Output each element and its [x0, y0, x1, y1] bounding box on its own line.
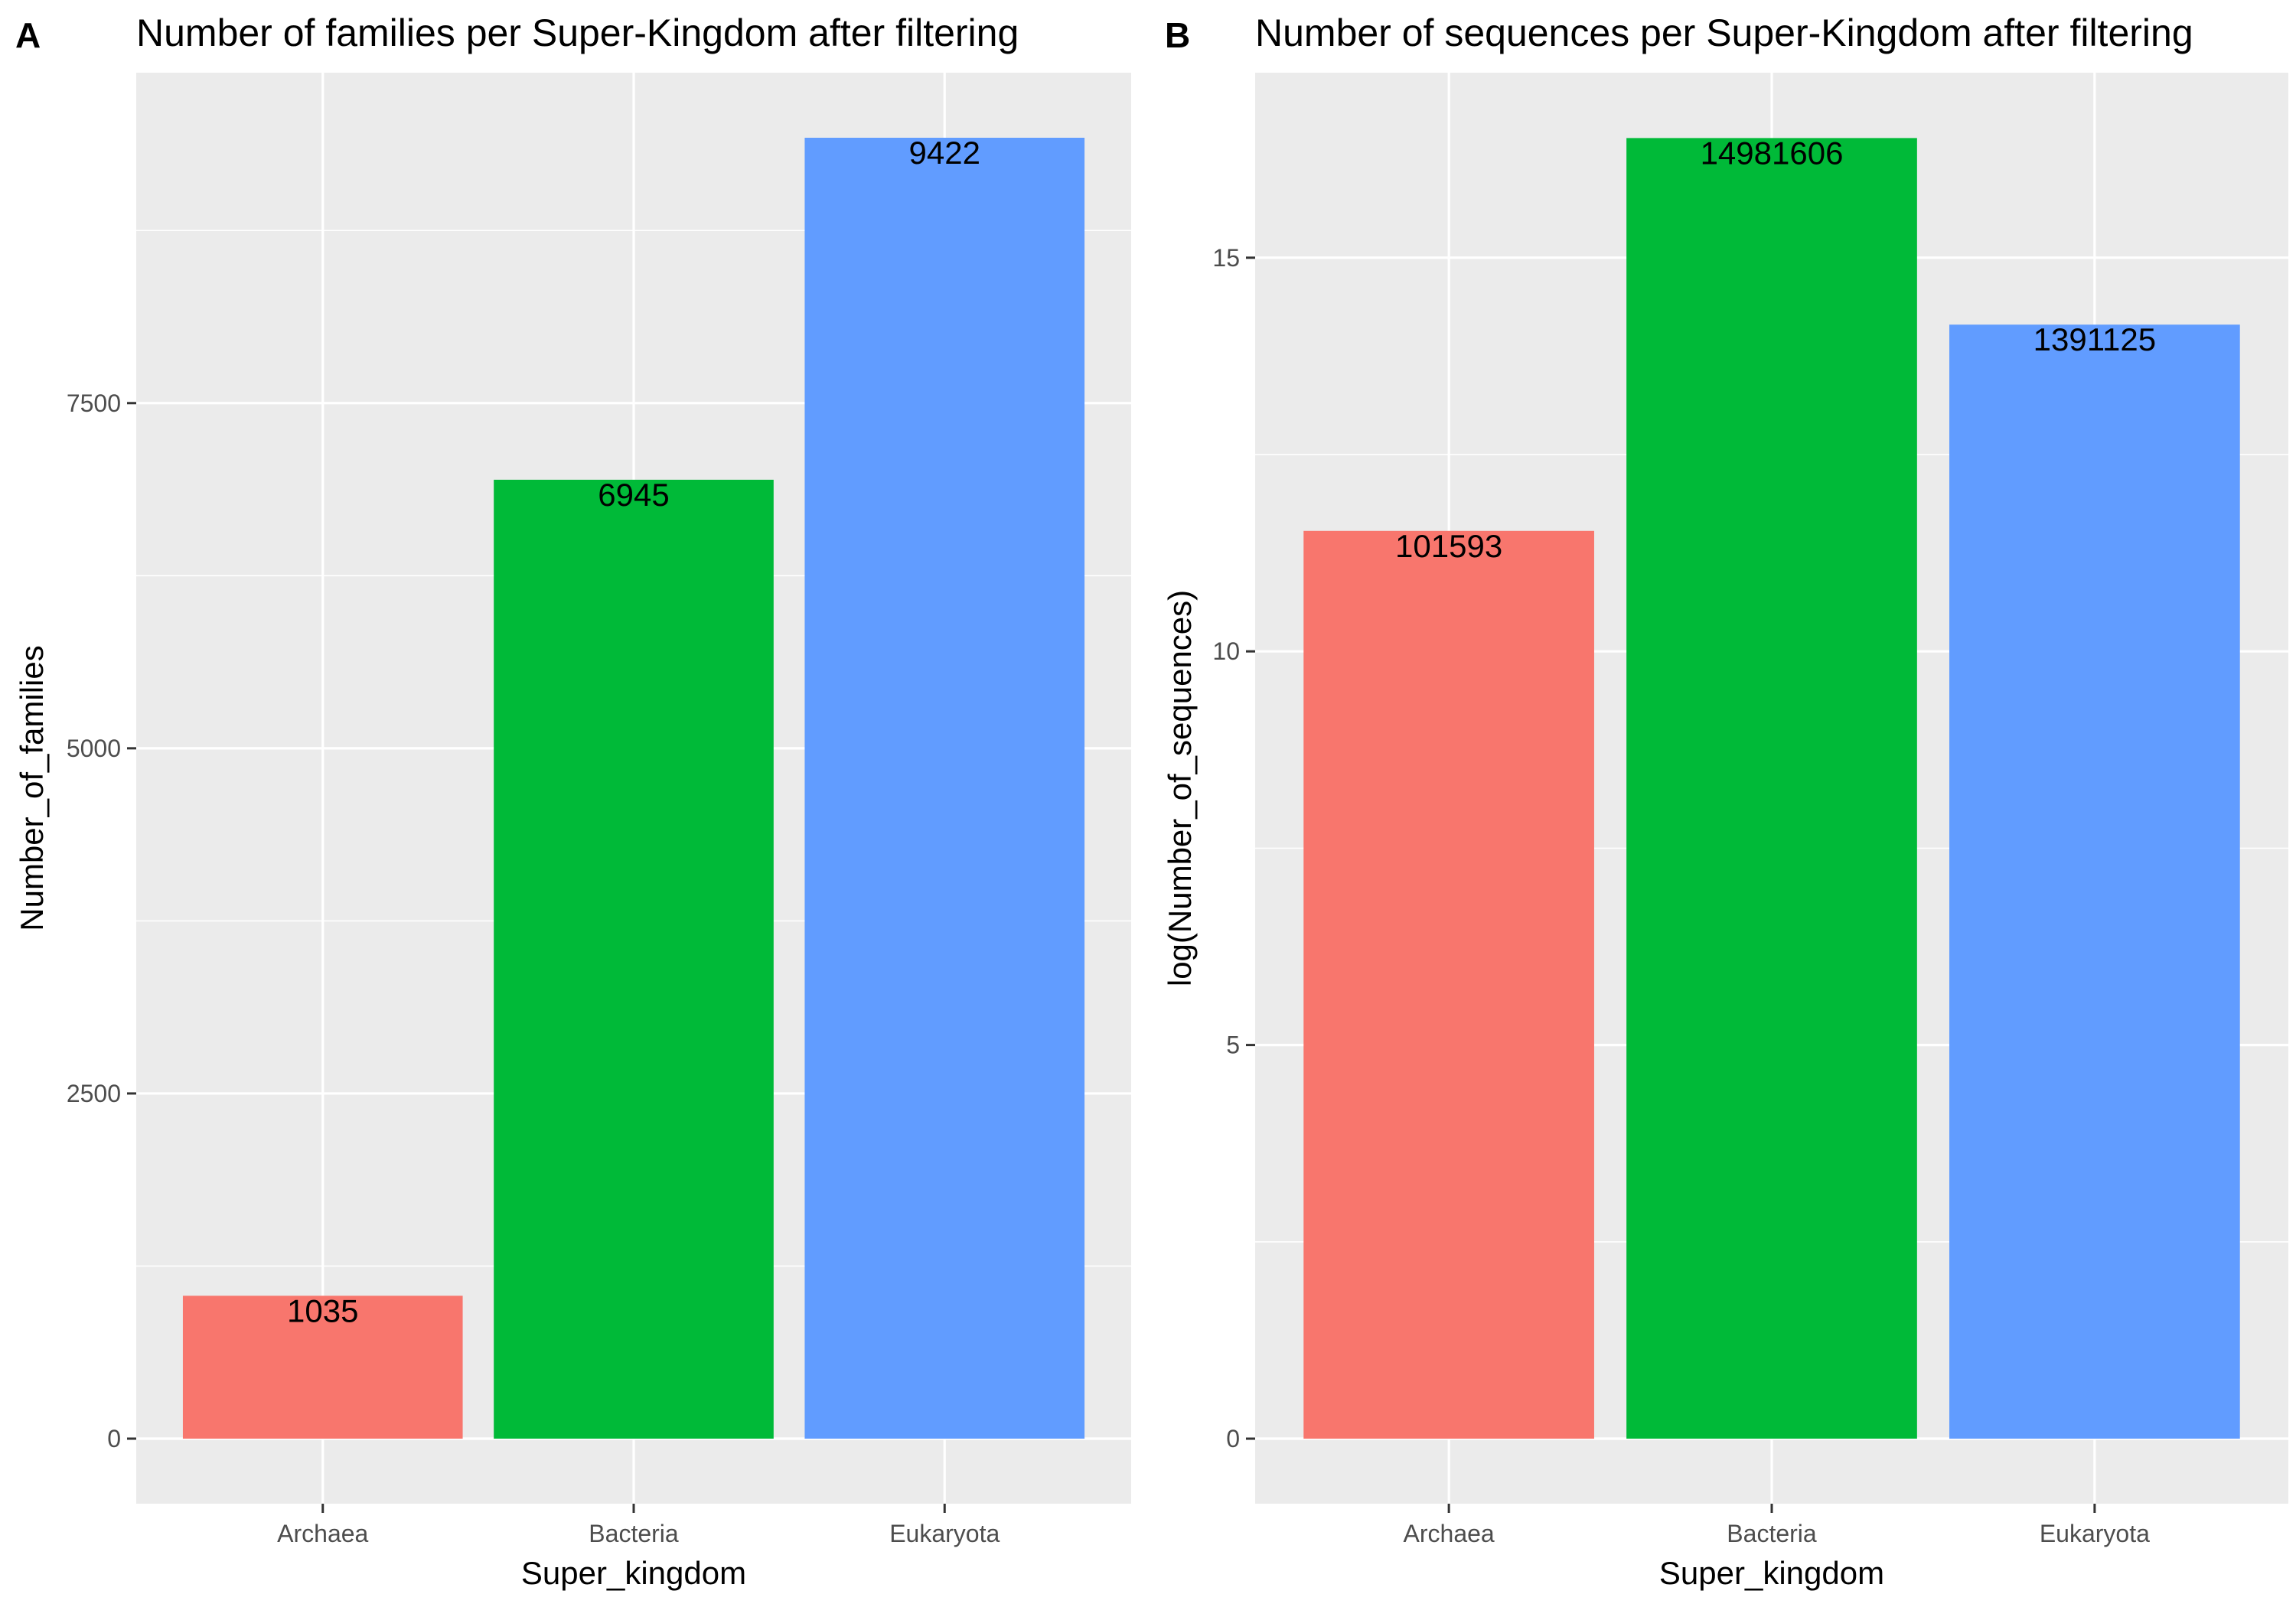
panel-a-y-axis-title: Number_of_families [14, 645, 50, 931]
x-tick-label: Eukaryota [889, 1520, 1000, 1547]
panel-b-data-labels: 101593 14981606 1391125 [1395, 135, 2156, 563]
x-tick-label: Bacteria [1727, 1520, 1817, 1547]
bar-eukaryota [1949, 324, 2240, 1439]
panel-a-bars [182, 138, 1085, 1439]
x-tick-label: Bacteria [589, 1520, 679, 1547]
panel-b-y-ticks: 0 5 10 15 [1212, 244, 1255, 1452]
y-tick-label: 2500 [67, 1080, 121, 1107]
panel-b-y-axis-title: log(Number_of_sequences) [1162, 590, 1198, 986]
y-tick-label: 5 [1226, 1032, 1240, 1059]
y-tick-label: 5000 [67, 735, 121, 762]
panel-a-title: Number of families per Super-Kingdom aft… [136, 11, 1019, 54]
x-tick-label: Archaea [277, 1520, 368, 1547]
panel-a-x-ticks: Archaea Bacteria Eukaryota [277, 1504, 1000, 1547]
panel-a-y-ticks: 0 2500 5000 7500 [67, 390, 136, 1452]
data-label-eukaryota: 9422 [909, 135, 980, 171]
panel-b-x-ticks: Archaea Bacteria Eukaryota [1404, 1504, 2150, 1547]
panel-b-bars [1303, 138, 2240, 1439]
x-tick-label: Archaea [1404, 1520, 1495, 1547]
panel-a-letter: A [15, 15, 41, 55]
y-tick-label: 0 [1226, 1425, 1240, 1452]
panel-b-x-axis-title: Super_kingdom [1659, 1555, 1884, 1591]
panel-b-letter: B [1165, 15, 1190, 55]
y-tick-label: 0 [107, 1425, 121, 1452]
panel-b: B Number of sequences per Super-Kingdom … [1162, 11, 2288, 1591]
data-label-archaea: 101593 [1395, 528, 1502, 564]
panel-a-x-axis-title: Super_kingdom [521, 1555, 746, 1591]
panel-a: A Number of families per Super-Kingdom a… [14, 11, 1131, 1591]
y-tick-label: 7500 [67, 390, 121, 417]
bar-bacteria [494, 479, 774, 1439]
bar-bacteria [1626, 138, 1917, 1439]
panel-a-data-labels: 1035 6945 9422 [287, 135, 980, 1328]
y-tick-label: 10 [1212, 637, 1240, 665]
data-label-bacteria: 14981606 [1701, 135, 1844, 171]
bar-eukaryota [804, 138, 1085, 1439]
panel-b-title: Number of sequences per Super-Kingdom af… [1255, 11, 2193, 54]
bar-archaea [182, 1296, 463, 1439]
x-tick-label: Eukaryota [2040, 1520, 2150, 1547]
data-label-bacteria: 6945 [598, 477, 669, 513]
data-label-eukaryota: 1391125 [2033, 321, 2156, 357]
y-tick-label: 15 [1212, 244, 1240, 272]
data-label-archaea: 1035 [287, 1292, 358, 1328]
bar-archaea [1303, 530, 1594, 1439]
